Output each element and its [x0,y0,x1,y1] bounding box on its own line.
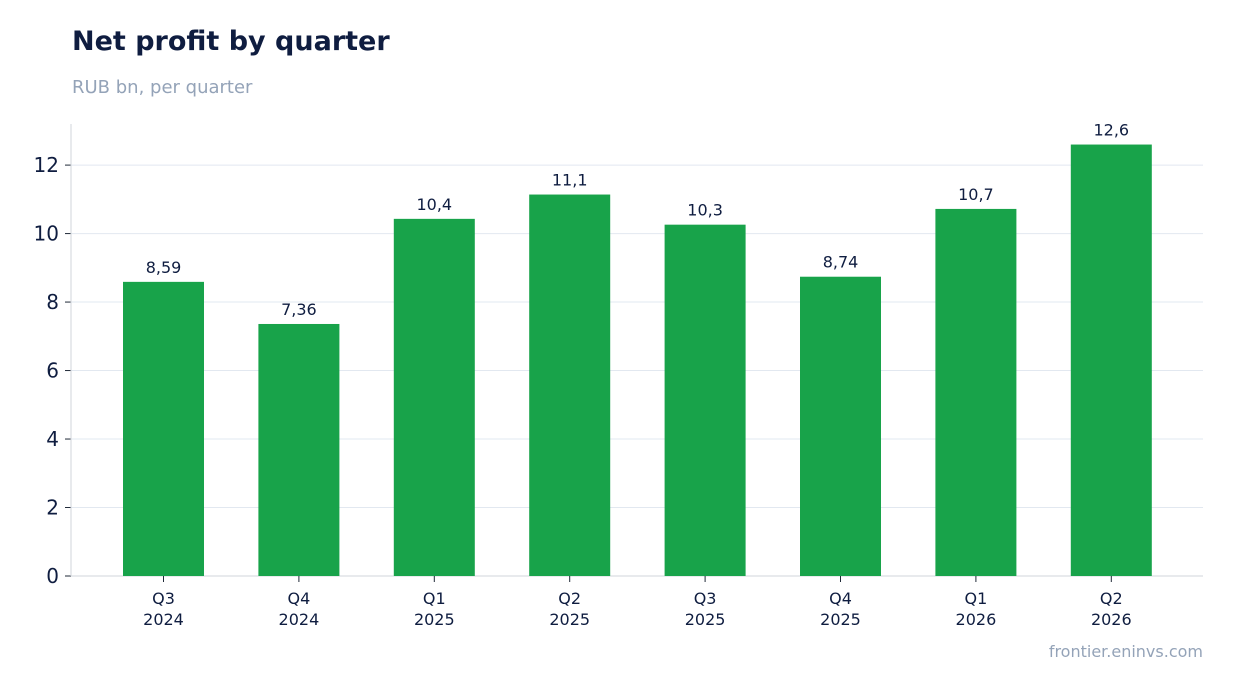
bar [258,323,340,576]
y-tick-label: 6 [46,359,59,383]
bar [935,208,1017,577]
y-tick-label: 0 [46,564,59,588]
data-label: 10,7 [958,185,994,204]
x-tick-label: 2024 [279,610,320,629]
y-tick-label: 12 [34,153,59,177]
x-tick-label: 2024 [143,610,184,629]
bar [529,194,611,576]
x-tick-label: 2025 [685,610,726,629]
x-tick-label: 2026 [956,610,997,629]
y-tick-label: 2 [46,496,59,520]
x-tick-label: 2025 [820,610,861,629]
data-label: 8,59 [146,258,182,277]
data-label: 11,1 [552,171,588,190]
x-tick-label: Q2 [1100,589,1123,608]
bar [1070,144,1152,576]
x-tick-label: Q1 [965,589,988,608]
x-tick-label: Q4 [288,589,311,608]
bar [800,276,881,576]
bar [393,218,475,577]
bar [123,281,204,576]
x-tick-label: Q3 [694,589,717,608]
source-credit: frontier.eninvs.com [1048,642,1203,661]
data-label: 10,4 [416,195,452,214]
bar [664,224,746,576]
y-tick-label: 4 [46,427,59,451]
x-tick-label: Q1 [423,589,446,608]
x-tick-label: 2025 [414,610,455,629]
x-tick-label: Q3 [152,589,175,608]
chart-title: Net profit by quarter [72,26,390,57]
data-label: 10,3 [687,201,723,220]
x-tick-label: 2026 [1091,610,1132,629]
data-label: 12,6 [1093,121,1129,140]
x-tick-label: 2025 [549,610,590,629]
data-label: 7,36 [281,300,317,319]
chart-subtitle: RUB bn, per quarter [72,77,253,98]
y-tick-label: 10 [34,222,59,246]
data-label: 8,74 [823,253,859,272]
x-tick-label: Q4 [829,589,852,608]
y-tick-label: 8 [46,290,59,314]
x-tick-label: Q2 [558,589,581,608]
